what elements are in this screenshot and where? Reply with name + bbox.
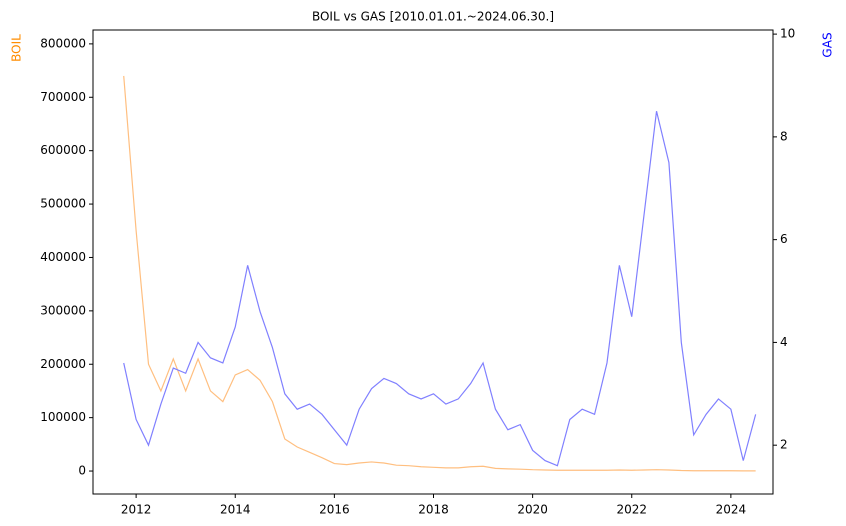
y2-tick-label: 4 (780, 335, 788, 349)
x-tick-label: 2014 (220, 503, 251, 517)
x-tick-label: 2012 (121, 503, 152, 517)
y-tick-label: 400000 (40, 250, 86, 264)
y-tick-label: 100000 (40, 410, 86, 424)
y-tick-label: 700000 (40, 90, 86, 104)
plot-frame (92, 29, 774, 495)
line-series (123, 111, 757, 467)
x-tick-label: 2018 (418, 503, 449, 517)
x-tick-label: 2016 (319, 503, 350, 517)
x-tick-label: 2022 (616, 503, 647, 517)
y-tick-label: 300000 (40, 303, 86, 317)
y-tick-label: 0 (78, 464, 86, 478)
line-series (123, 75, 756, 472)
chart-title: BOIL vs GAS [2010.01.01.~2024.06.30.] (312, 10, 554, 24)
y2-tick-label: 6 (780, 232, 788, 246)
y2-tick-label: 8 (780, 129, 788, 143)
y-tick-label: 800000 (40, 36, 86, 50)
y2-tick-label: 2 (780, 438, 788, 452)
y-tick-label: 500000 (40, 197, 86, 211)
y-tick-label: 200000 (40, 357, 86, 371)
x-tick-label: 2020 (517, 503, 548, 517)
y-axis-label: BOIL (10, 34, 24, 62)
x-tick-label: 2024 (716, 503, 747, 517)
y-tick-label: 600000 (40, 143, 86, 157)
y2-axis-label: GAS (821, 32, 835, 57)
y2-tick-label: 10 (780, 27, 795, 41)
